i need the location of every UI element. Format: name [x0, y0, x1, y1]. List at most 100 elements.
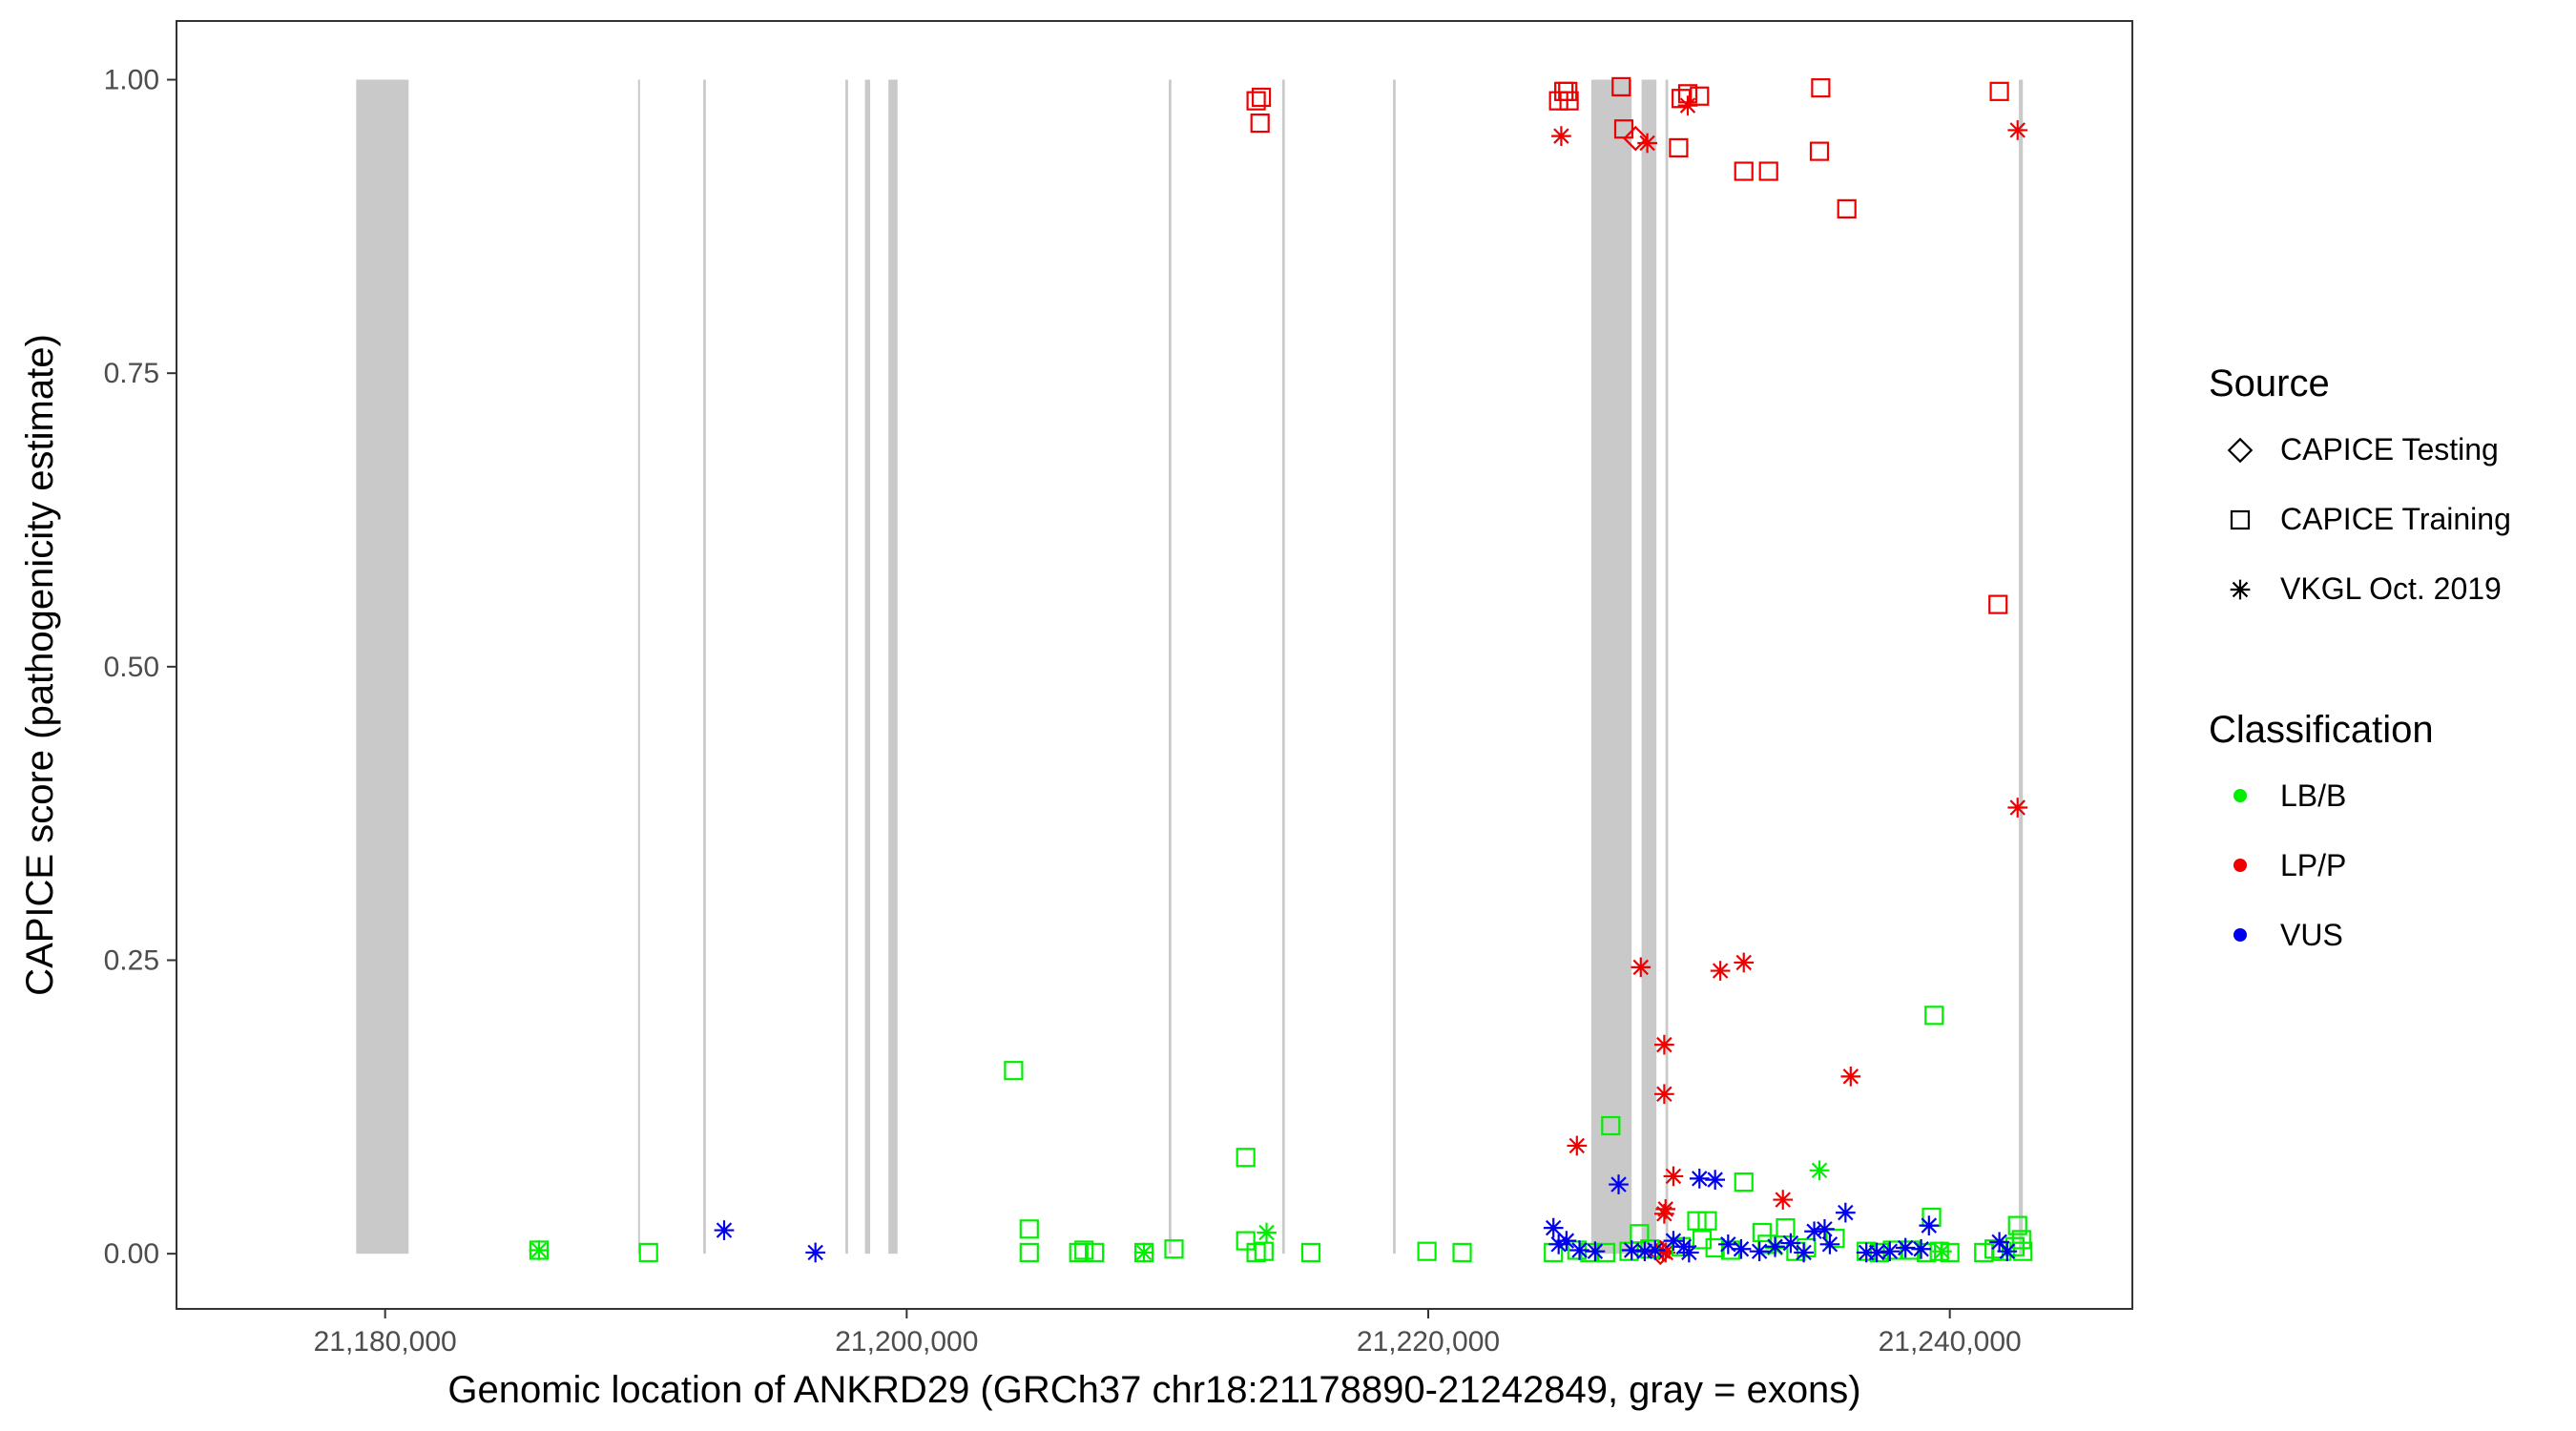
y-axis-title: CAPICE score (pathogenicity estimate)	[19, 334, 61, 996]
square-point-lb-b	[1752, 1222, 1772, 1243]
square-point-lb-b	[1069, 1242, 1089, 1263]
asterisk-point-lp-p	[1654, 1034, 1674, 1055]
asterisk-point-lp-p	[2007, 120, 2028, 140]
legend-item-label: CAPICE Training	[2280, 502, 2511, 536]
legend-classification-title: Classification	[2209, 709, 2434, 751]
asterisk-point-vus	[1645, 1240, 1666, 1260]
asterisk-point-lb-b	[529, 1240, 550, 1260]
square-point-lb-b	[638, 1242, 658, 1263]
exon-band	[1665, 79, 1669, 1255]
asterisk-point-vus	[1765, 1236, 1785, 1257]
exon-band	[1169, 79, 1172, 1255]
square-point-lb-b	[1734, 1172, 1754, 1192]
square-point-lp-p	[1672, 89, 1692, 109]
asterisk-point-vus	[1819, 1234, 1840, 1255]
asterisk-point-lp-p	[1654, 1084, 1674, 1105]
asterisk-point-vus	[1835, 1202, 1856, 1223]
asterisk-point-lp-p	[2007, 798, 2028, 818]
asterisk-point-vus	[1585, 1241, 1606, 1262]
exon-band	[845, 79, 848, 1255]
square-point-lb-b	[1452, 1242, 1472, 1263]
exon-band	[2019, 79, 2024, 1255]
square-point-lp-p	[1734, 161, 1754, 181]
asterisk-point-vus	[1634, 1241, 1655, 1262]
asterisk-point-lp-p	[1840, 1066, 1861, 1087]
x-tick-label: 21,220,000	[1357, 1326, 1500, 1358]
exon-band	[888, 79, 898, 1255]
square-point-lb-b	[1004, 1061, 1024, 1081]
asterisk-point-vus	[1569, 1240, 1589, 1260]
square-point-lb-b	[2011, 1230, 2031, 1250]
asterisk-point-vus	[1689, 1169, 1710, 1189]
legend-item-label: VKGL Oct. 2019	[2280, 571, 2502, 606]
square-point-lb-b	[1924, 1006, 1944, 1026]
y-tick-label: 1.00	[104, 65, 159, 96]
exon-band	[1590, 79, 1632, 1255]
diamond-key	[2227, 437, 2254, 464]
x-axis: 21,180,000 21,200,000 21,220,000 21,240,000	[314, 1309, 2022, 1358]
asterisk-point-vus	[1609, 1174, 1629, 1194]
exon-band	[703, 79, 706, 1255]
plot-panel-border	[176, 20, 2133, 1310]
square-point-lp-p	[1837, 198, 1857, 218]
asterisk-point-lp-p	[1654, 1203, 1674, 1224]
asterisk-icon	[2230, 579, 2251, 600]
square-point-lp-p	[1250, 113, 1270, 134]
asterisk-point-lp-p	[1710, 961, 1731, 981]
asterisk-point-vus	[1919, 1215, 1940, 1235]
legend-item-label: CAPICE Testing	[2280, 432, 2499, 467]
y-tick-label: 0.00	[104, 1238, 159, 1270]
square-point-lb-b	[1254, 1241, 1274, 1261]
asterisk-point-vus	[1989, 1232, 2009, 1253]
square-point-lb-b	[1164, 1239, 1184, 1259]
asterisk-point-lp-p	[1734, 952, 1755, 973]
exon-band	[864, 79, 871, 1255]
square-key	[2230, 509, 2251, 530]
asterisk-point-vus	[1780, 1233, 1801, 1254]
legend-item-vkgl: VKGL Oct. 2019	[2230, 571, 2502, 606]
legend-item-label: VUS	[2280, 918, 2343, 952]
square-point-lb-b	[1687, 1211, 1707, 1231]
asterisk-point-vus	[714, 1220, 735, 1240]
asterisk-point-vus	[1678, 1242, 1699, 1263]
square-point-lp-p	[1559, 91, 1579, 111]
asterisk-point-lp-p	[1631, 957, 1652, 978]
legend-item-capice-training: CAPICE Training	[2230, 502, 2511, 536]
asterisk-point-vus	[1880, 1241, 1901, 1262]
exon-band	[1393, 79, 1396, 1255]
square-icon	[2230, 509, 2251, 530]
x-tick-label: 21,180,000	[314, 1326, 457, 1358]
square-point-lb-b	[1019, 1219, 1039, 1239]
asterisk-point-vus	[1621, 1240, 1642, 1260]
legend-item-lb-b: LB/B	[2233, 778, 2346, 813]
asterisk-point-vus	[1911, 1238, 1931, 1259]
exon-band	[356, 79, 409, 1255]
exon-band	[637, 79, 640, 1255]
square-point-lb-b	[1085, 1242, 1105, 1263]
square-point-lp-p	[1246, 91, 1266, 111]
legend-item-lp-p: LP/P	[2233, 848, 2346, 882]
asterisk-point-vus	[1705, 1170, 1726, 1190]
y-tick-label: 0.25	[104, 945, 159, 977]
exon-bands	[356, 79, 2024, 1255]
square-point-lp-p	[1988, 594, 2008, 614]
y-axis: 0.00 0.25 0.50 0.75 1.00	[104, 65, 177, 1270]
diamond-point-lp-p	[1623, 125, 1649, 152]
square-point-lb-b	[1074, 1240, 1094, 1260]
square-point-lb-b	[1019, 1242, 1039, 1263]
asterisk-point-vus	[805, 1242, 826, 1263]
asterisk-point-vus	[1556, 1231, 1577, 1251]
asterisk-point-lb-b	[1809, 1160, 1830, 1181]
x-tick-label: 21,200,000	[835, 1326, 978, 1358]
asterisk-point-vus	[1731, 1238, 1752, 1259]
square-point-lb-b	[1630, 1224, 1650, 1244]
color-swatch	[2233, 789, 2247, 802]
asterisk-point-lp-p	[1551, 126, 1571, 146]
square-point-lp-p	[1611, 76, 1631, 97]
square-point-lb-b	[1974, 1242, 1994, 1263]
square-point-lp-p	[1690, 86, 1710, 106]
square-point-lb-b	[1882, 1240, 1902, 1260]
square-point-lb-b	[1236, 1231, 1256, 1251]
asterisk-point-vus	[1866, 1242, 1887, 1263]
square-point-lb-b	[1697, 1211, 1717, 1231]
